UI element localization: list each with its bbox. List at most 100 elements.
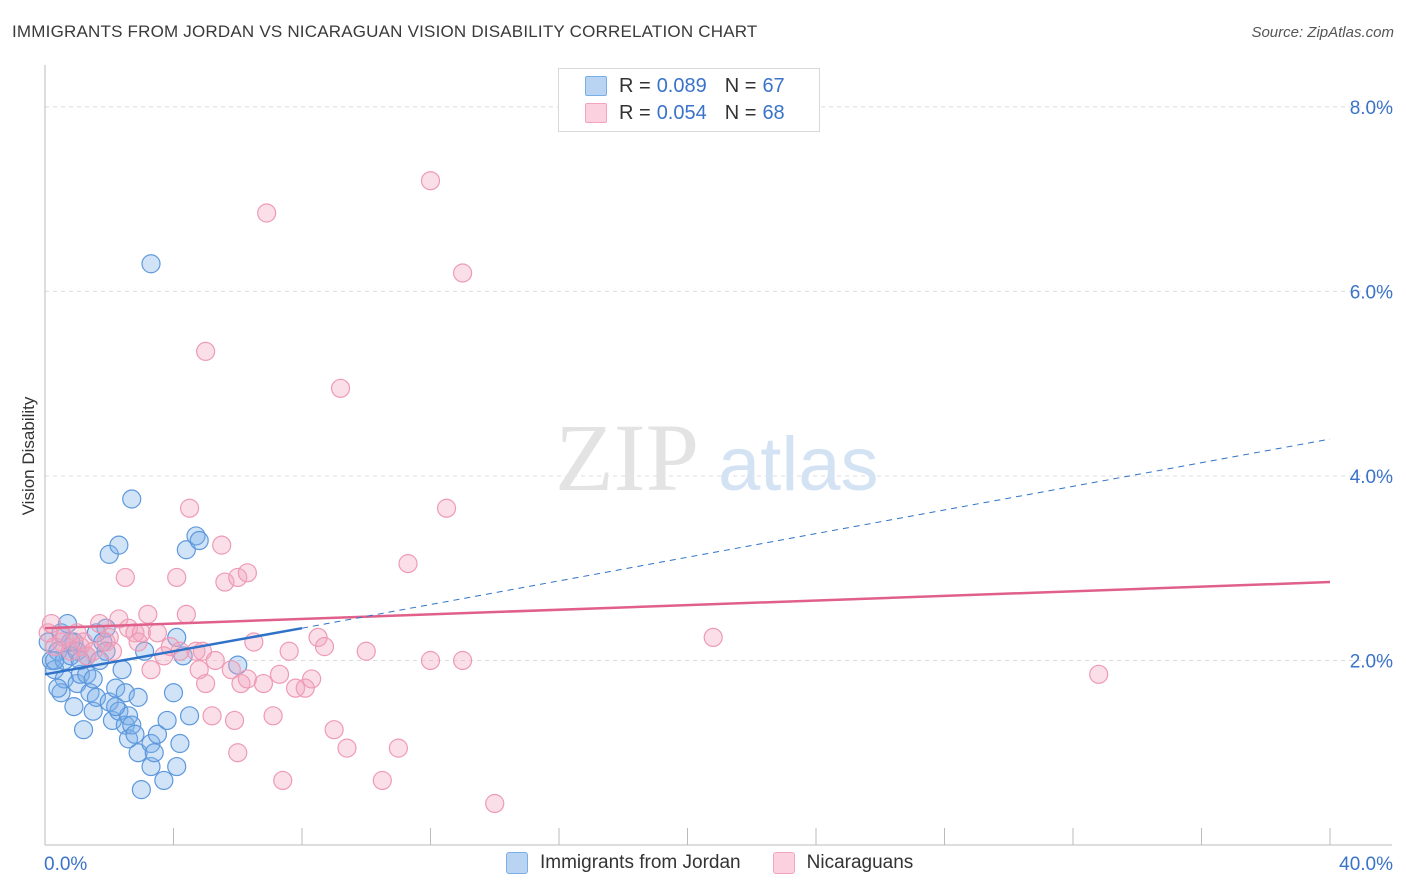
legend-n-value: 67: [762, 74, 785, 97]
point-nicaraguans: [263, 706, 283, 726]
point-jordan: [141, 254, 161, 274]
point-nicaraguans: [257, 203, 277, 223]
point-nicaraguans: [330, 378, 351, 398]
point-nicaraguans: [205, 650, 225, 671]
point-nicaraguans: [388, 738, 408, 758]
legend-n-label: N =: [724, 101, 757, 124]
point-jordan: [45, 650, 65, 671]
point-nicaraguans: [269, 664, 290, 684]
point-nicaraguans: [273, 770, 293, 791]
y-tick-label: 8.0%: [1350, 98, 1393, 119]
legend-swatch-jordan: [585, 76, 607, 96]
legend-r-label: R =: [619, 74, 651, 97]
point-jordan: [154, 770, 174, 791]
point-nicaraguans: [398, 554, 418, 574]
point-jordan: [64, 697, 84, 717]
x-tick-label-min: 0.0%: [44, 854, 87, 875]
point-nicaraguans: [41, 613, 62, 634]
point-nicaraguans: [138, 604, 158, 624]
legend-r-label: R =: [619, 101, 651, 124]
bottom-legend-label-jordan: Immigrants from Jordan: [540, 852, 741, 873]
point-jordan: [179, 706, 200, 726]
point-nicaraguans: [147, 623, 168, 643]
series-nicaraguans-points: [38, 171, 1109, 814]
point-nicaraguans: [237, 563, 257, 583]
point-nicaraguans: [131, 623, 151, 643]
point-nicaraguans: [337, 738, 357, 758]
point-nicaraguans: [253, 673, 274, 694]
point-nicaraguans: [420, 171, 441, 191]
trend-line-jordan: [44, 626, 303, 676]
y-tick-label: 6.0%: [1350, 282, 1393, 303]
legend-row-nicaraguans: R = 0.054 N = 68: [585, 100, 785, 126]
point-nicaraguans: [356, 641, 376, 661]
legend-swatch-nicaraguans: [585, 103, 607, 123]
axes: [44, 65, 1392, 846]
chart-title: IMMIGRANTS FROM JORDAN VS NICARAGUAN VIS…: [12, 22, 758, 41]
point-jordan: [112, 660, 132, 680]
point-nicaraguans: [196, 673, 216, 694]
legend-row-jordan: R = 0.089 N = 67: [585, 73, 785, 99]
point-nicaraguans: [436, 498, 457, 518]
point-nicaraguans: [453, 650, 473, 671]
y-tick-label: 2.0%: [1350, 651, 1393, 672]
gridlines: [45, 106, 1392, 661]
legend-r-value: 0.054: [656, 101, 707, 124]
y-tick-label: 4.0%: [1350, 467, 1393, 488]
bottom-legend-label-nicaraguans: Nicaraguans: [806, 852, 914, 873]
point-nicaraguans: [221, 660, 241, 680]
watermark: ZIP atlas: [555, 404, 879, 511]
bottom-legend-swatch-nicaraguans: [772, 852, 795, 874]
point-nicaraguans: [485, 793, 505, 814]
source-label: Source: ZipAtlas.com: [1251, 24, 1394, 41]
point-jordan: [170, 733, 190, 754]
point-nicaraguans: [202, 706, 222, 726]
point-jordan: [128, 687, 148, 707]
point-nicaraguans: [141, 660, 161, 680]
point-nicaraguans: [1089, 664, 1109, 684]
bottom-legend-jordan: Immigrants from Jordan: [506, 852, 741, 874]
x-tick-label-max: 40.0%: [1339, 854, 1393, 875]
trend-line-nicaraguans: [44, 580, 1331, 630]
point-jordan: [83, 669, 103, 689]
point-nicaraguans: [176, 604, 196, 624]
point-jordan: [157, 710, 177, 731]
point-nicaraguans: [179, 498, 200, 518]
point-nicaraguans: [314, 637, 335, 657]
point-jordan: [48, 678, 68, 698]
point-nicaraguans: [420, 650, 441, 671]
point-jordan: [106, 697, 126, 717]
legend-n-label: N =: [724, 74, 757, 97]
point-nicaraguans: [285, 678, 306, 698]
trend-line-jordan-extended: [301, 438, 1331, 629]
bottom-legend: Immigrants from Jordan Nicaraguans: [506, 852, 945, 874]
point-nicaraguans: [237, 669, 257, 689]
tick-labels: 2.0% 4.0% 6.0% 8.0% 0.0% 40.0%: [44, 98, 1393, 875]
point-nicaraguans: [703, 627, 723, 648]
point-jordan: [144, 743, 164, 763]
bottom-legend-nicaraguans: Nicaraguans: [772, 852, 914, 874]
point-nicaraguans: [212, 535, 232, 555]
legend-n-value: 68: [762, 101, 785, 124]
point-nicaraguans: [228, 567, 248, 588]
trend-lines: [44, 438, 1331, 676]
point-jordan: [167, 756, 187, 777]
point-nicaraguans: [302, 669, 322, 689]
point-jordan: [115, 683, 135, 703]
point-jordan: [163, 683, 184, 703]
point-nicaraguans: [324, 720, 344, 740]
point-nicaraguans: [279, 641, 299, 661]
legend-r-value: 0.089: [656, 74, 707, 97]
legend-box: R = 0.089 N = 67 R = 0.054 N = 68: [558, 68, 820, 132]
watermark-zip: ZIP: [555, 404, 699, 511]
point-nicaraguans: [224, 710, 245, 731]
point-nicaraguans: [90, 613, 110, 634]
point-nicaraguans: [215, 572, 235, 592]
point-nicaraguans: [115, 567, 135, 588]
point-jordan: [122, 489, 142, 509]
y-axis-label: Vision Disability: [19, 396, 38, 515]
point-nicaraguans: [228, 743, 248, 763]
point-jordan: [86, 687, 107, 707]
point-nicaraguans: [453, 263, 473, 283]
